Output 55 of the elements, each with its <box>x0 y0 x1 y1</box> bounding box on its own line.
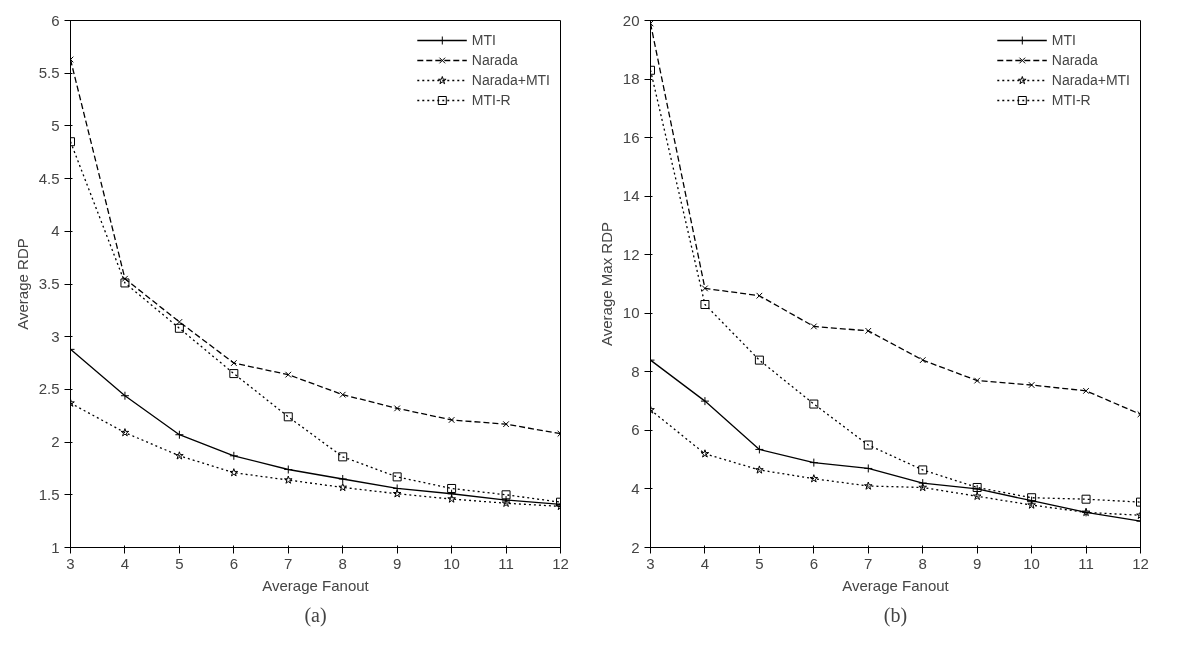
y-tick-label: 3 <box>51 327 60 345</box>
x-tick-label: 10 <box>443 554 460 572</box>
x-tick-label: 9 <box>393 554 402 572</box>
y-tick-label: 5.5 <box>38 64 60 82</box>
y-tick-label: 10 <box>622 304 640 322</box>
y-axis-title: Average RDP <box>13 238 31 330</box>
y-tick-label: 18 <box>622 70 640 88</box>
x-tick-label: 5 <box>755 554 764 572</box>
text: (a) <box>304 603 327 627</box>
x-tick-label: 7 <box>284 554 293 572</box>
y-tick-label: 2 <box>51 433 60 451</box>
x-tick-label: 12 <box>552 554 569 572</box>
legend-label: MTI-R <box>1051 92 1091 108</box>
x-axis-title: Average Fanout <box>262 576 370 594</box>
y-tick-label: 2.5 <box>38 380 60 398</box>
legend-label: Narada+MTI <box>471 72 550 88</box>
x-tick-label: 5 <box>175 554 184 572</box>
x-tick-label: 10 <box>1023 554 1040 572</box>
y-tick-label: 1 <box>51 538 60 556</box>
x-tick-label: 3 <box>66 554 75 572</box>
y-tick-label: 12 <box>622 245 640 263</box>
x-tick-label: 4 <box>700 554 710 572</box>
text: (b) <box>883 603 908 627</box>
y-tick-label: 16 <box>622 128 640 146</box>
y-tick-label: 3.5 <box>38 275 60 292</box>
x-tick-label: 12 <box>1132 554 1149 572</box>
y-tick-label: 6 <box>51 11 60 29</box>
x-tick-label: 9 <box>973 554 982 572</box>
x-tick-label: 7 <box>864 554 873 572</box>
legend-label: MTI <box>1051 32 1076 48</box>
x-tick-label: 4 <box>120 554 130 572</box>
y-tick-label: 1.5 <box>38 485 60 503</box>
x-tick-label: 6 <box>809 554 819 572</box>
y-tick-label: 4 <box>51 222 60 240</box>
legend-label: MTI <box>471 32 496 48</box>
x-tick-label: 8 <box>918 554 927 572</box>
x-axis-title: Average Fanout <box>842 576 950 594</box>
y-tick-label: 20 <box>622 11 640 29</box>
x-tick-label: 11 <box>498 554 514 572</box>
x-tick-label: 11 <box>1078 554 1094 572</box>
y-axis-title: Average Max RDP <box>597 222 615 346</box>
y-tick-label: 4.5 <box>38 169 60 187</box>
legend-label: MTI-R <box>471 92 511 108</box>
legend-label: Narada <box>471 52 518 68</box>
y-tick-label: 4 <box>631 479 640 497</box>
x-tick-label: 8 <box>338 554 347 572</box>
y-tick-label: 14 <box>622 187 640 205</box>
y-tick-label: 2 <box>631 538 640 556</box>
legend-label: Narada <box>1051 52 1098 68</box>
y-tick-label: 6 <box>631 421 640 439</box>
legend-label: Narada+MTI <box>1051 72 1130 88</box>
y-tick-label: 8 <box>631 362 640 380</box>
x-tick-label: 6 <box>229 554 239 572</box>
x-tick-label: 3 <box>646 554 655 572</box>
y-tick-label: 5 <box>51 116 60 134</box>
